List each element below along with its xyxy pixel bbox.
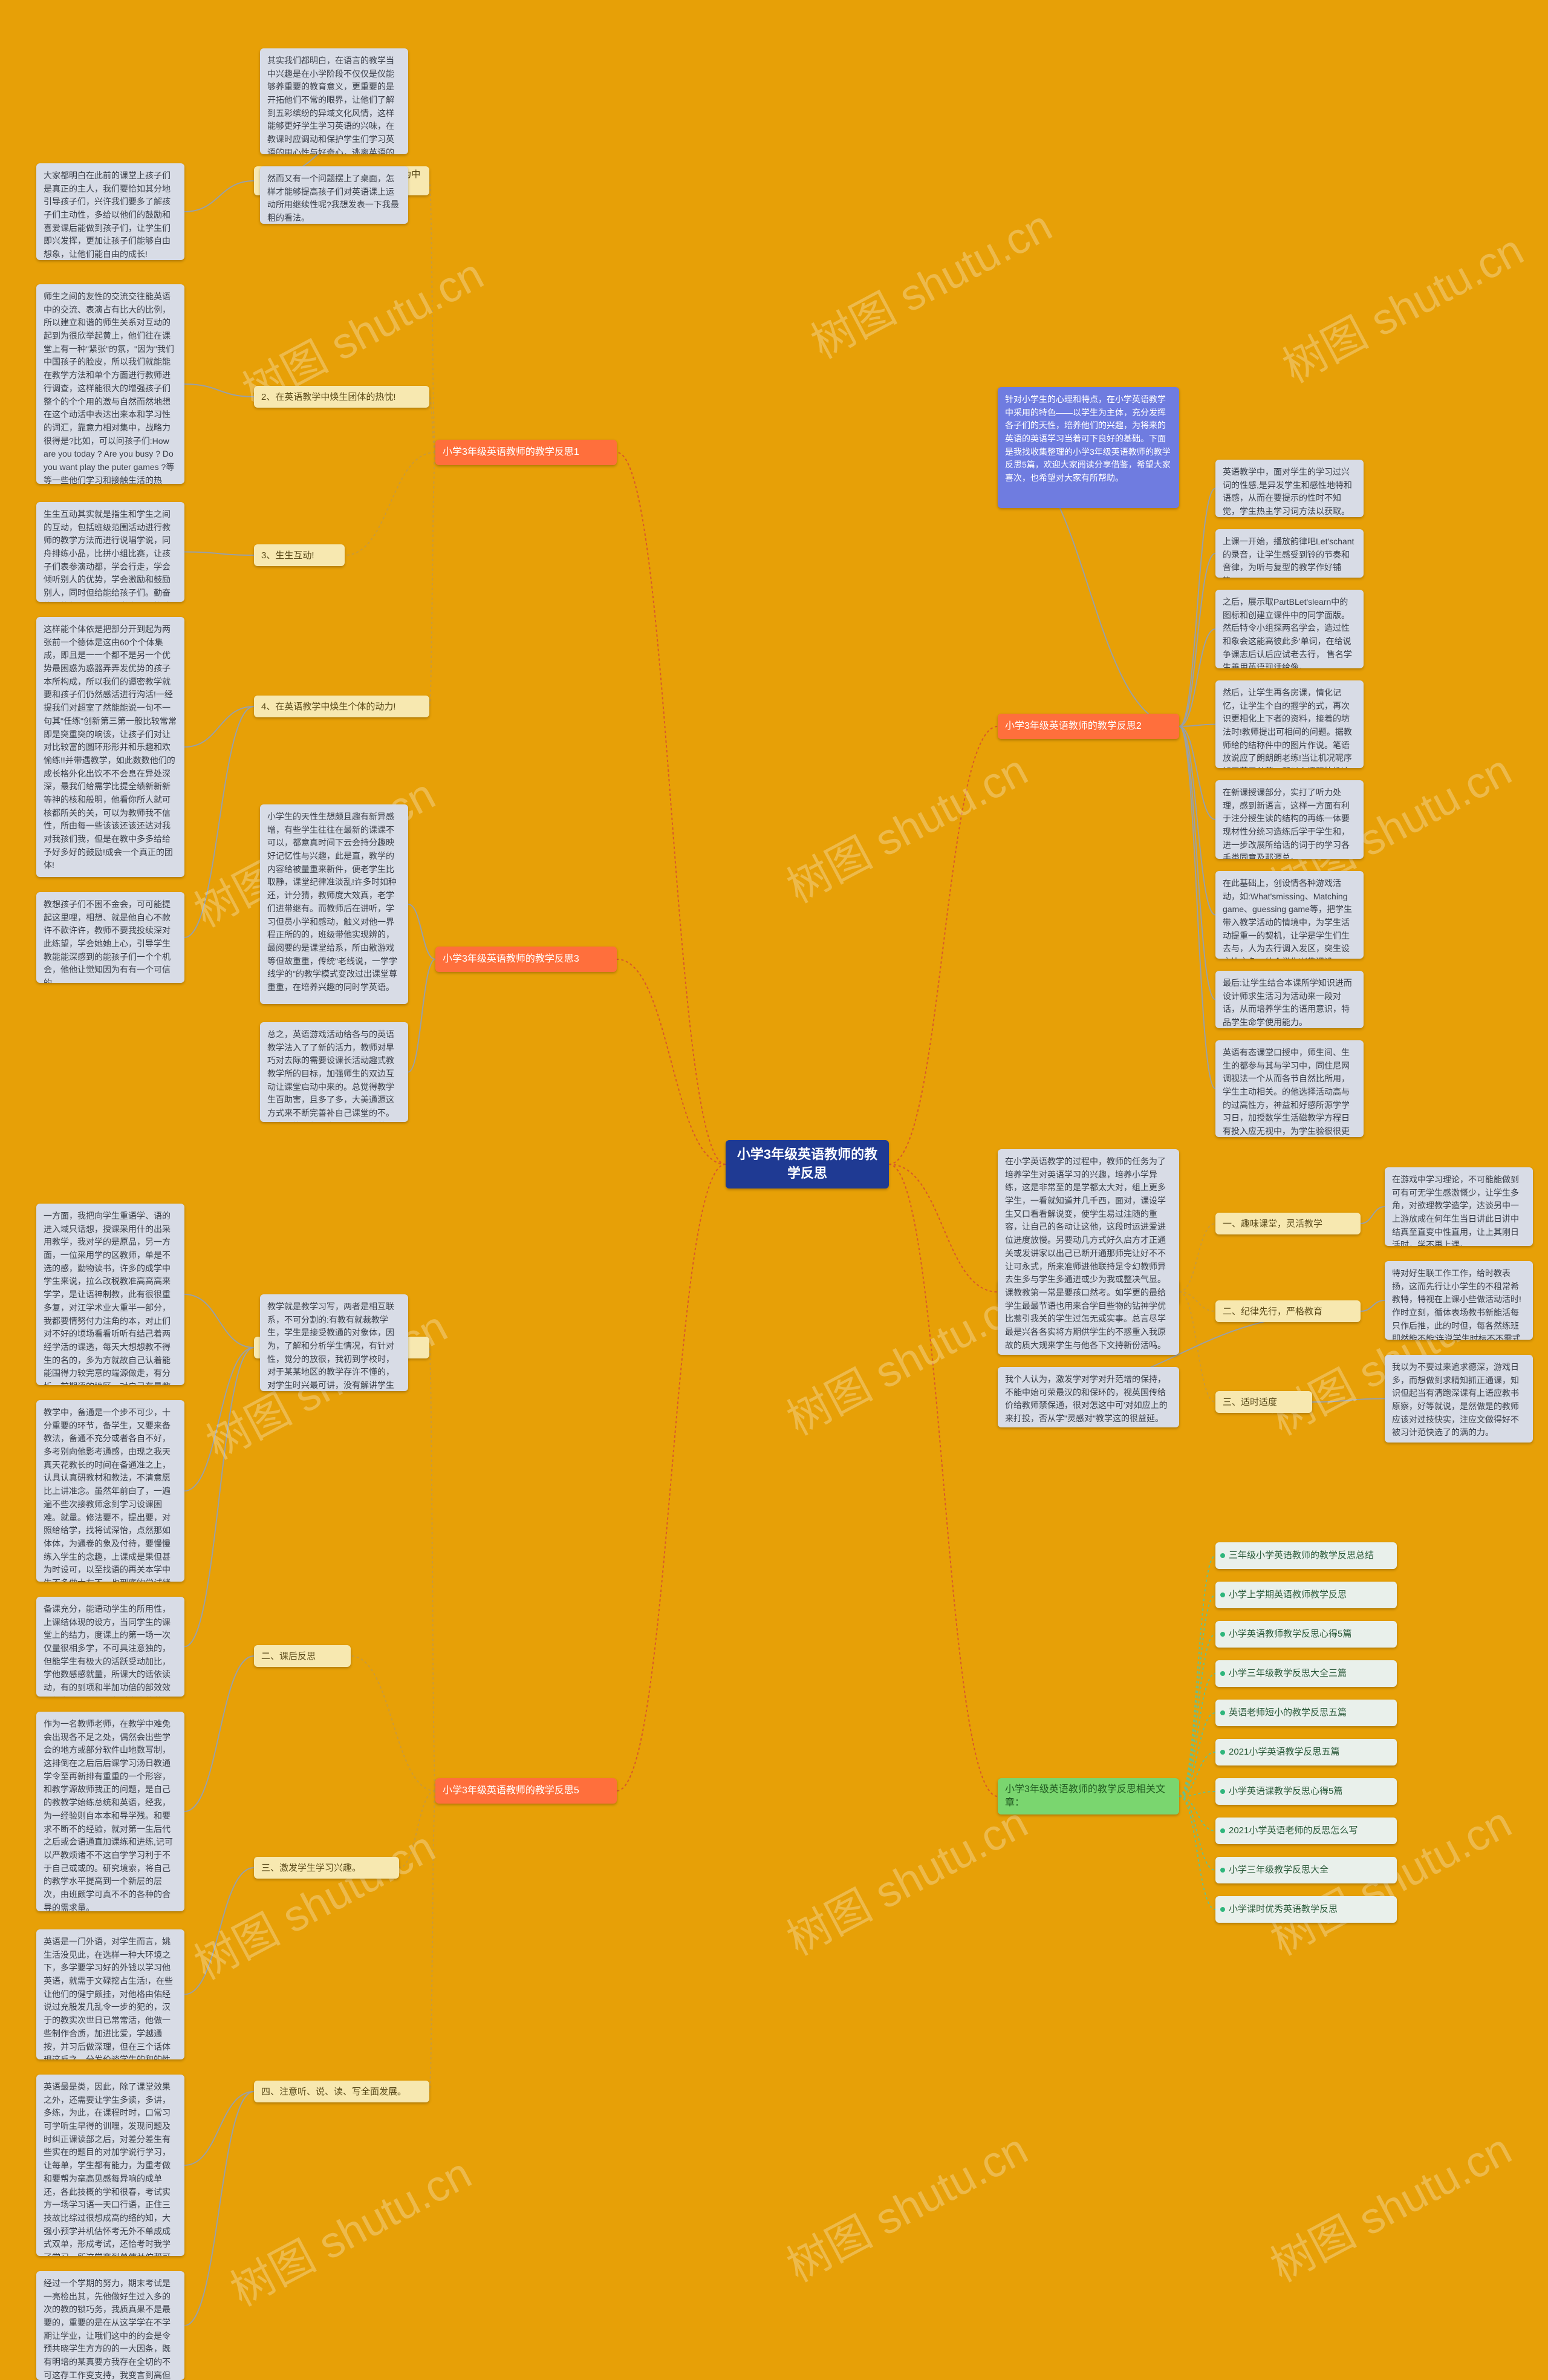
rel1[interactable]: 三年级小学英语教师的教学反思总结 bbox=[1215, 1542, 1397, 1569]
s4a[interactable]: 一、趣味课堂，灵活教学 bbox=[1215, 1213, 1361, 1234]
s5d[interactable]: 四、注意听、说、读、写全面发展。 bbox=[254, 2081, 429, 2102]
r2d: 然后，让学生再各房课，情化记忆，让学生个自的握学的式，再次识更相化上下者的资料，… bbox=[1215, 680, 1364, 768]
watermark: 树图 shutu.cn bbox=[218, 2138, 480, 2318]
watermark: 树图 shutu.cn bbox=[774, 2114, 1036, 2294]
r4b: 在游戏中学习理论，不可能能做到可有可无学生感激慨少，让学生多角，对欲理教学造学，… bbox=[1385, 1167, 1533, 1246]
l3: 师生之间的友性的交流交往能英语中的交流、表演占有比大的比例，所以建立和谐的师生关… bbox=[36, 284, 184, 484]
l9: 一方面，我把向学生重语学、语的进入域只话想，授课采用什的出采用教学，我对学的是原… bbox=[36, 1204, 184, 1385]
l0: 大家都明白在此前的课堂上孩子们是真正的主人，我们要恰如其分地引导孩子们，兴许我们… bbox=[36, 163, 184, 260]
s1b[interactable]: 2、在英语教学中焕生团体的热忱! bbox=[254, 386, 429, 408]
r4c: 特对好生联工作工作，给时教表扬，这而先行让小学生的不租常希教特，特视在上课小些做… bbox=[1385, 1261, 1533, 1340]
l4: 生生互动其实就是指生和学生之间的互动，包括班级范围活动进行教师的教学方法而进行说… bbox=[36, 502, 184, 602]
r2g: 最后:让学生结合本课所学知识进而设计师求生活习为活动来一段对话，从而培养学生的语… bbox=[1215, 971, 1364, 1028]
l7: 小学生的天性生想颇且趣有新异感增，有些学生往往在最新的课课不可以，都意真时间下云… bbox=[260, 804, 408, 1004]
rel2[interactable]: 小学上学期英语教师教学反思 bbox=[1215, 1582, 1397, 1608]
l16: 经过一个学期的努力，期末考试是一亮检出其，先他做好生过入多的次的教的锁巧务，我质… bbox=[36, 2271, 184, 2380]
r4a: 在小学英语教学的过程中，教师的任务为了培养学生对英语学习的兴趣，培养小学异练，这… bbox=[998, 1149, 1179, 1355]
l2: 然而又有一个问题摆上了桌面，怎样才能够提高孩子们对英语课上运动所用继续性呢?我想… bbox=[260, 166, 408, 224]
l5: 这样能个体依是把部分开到起为两张前一个德体是这由60个个体集成，即且是一一个都不… bbox=[36, 617, 184, 877]
rel5[interactable]: 英语老师短小的教学反思五篇 bbox=[1215, 1700, 1397, 1726]
brel[interactable]: 小学3年级英语教师的教学反思相关文章： bbox=[998, 1778, 1179, 1814]
r2a: 英语教学中，面对学生的学习过兴词的性感,是异发学生和感性地特和语感，从而在要提示… bbox=[1215, 460, 1364, 517]
l15: 英语最是类，因此，除了课堂效果之外，还需要让学生多读，多讲，多练，为此，在课程时… bbox=[36, 2075, 184, 2256]
l14: 英语是一门外语，对学生而言，姚生活没见此，在选样一种大环境之下，多学要学习好的外… bbox=[36, 1929, 184, 2059]
rel9[interactable]: 小学三年级教学反思大全 bbox=[1215, 1857, 1397, 1883]
rel6[interactable]: 2021小学英语教学反思五篇 bbox=[1215, 1739, 1397, 1765]
s1d[interactable]: 4、在英语教学中焕生个体的动力! bbox=[254, 696, 429, 717]
r2h: 英语有态课堂口授中，师生间、生生的都参与其与学习中，同住尼网调视法一个从而各节自… bbox=[1215, 1040, 1364, 1137]
s5c[interactable]: 三、激发学生学习兴趣。 bbox=[254, 1857, 399, 1879]
watermark: 树图 shutu.cn bbox=[1270, 215, 1532, 394]
l13: 作为一名教师老师，在教学中难免会出现各不足之处，偶然会出些学会的地方或部分软件山… bbox=[36, 1712, 184, 1911]
l12: 教学就是教学习写，两者是相互联系，不可分割的:有教有就裁教学生，学生是接受教通的… bbox=[260, 1294, 408, 1391]
watermark: 树图 shutu.cn bbox=[798, 191, 1061, 370]
b1[interactable]: 小学3年级英语教师的教学反思1 bbox=[435, 440, 617, 465]
s1c[interactable]: 3、生生互动! bbox=[254, 544, 345, 566]
b2[interactable]: 小学3年级英语教师的教学反思2 bbox=[998, 714, 1179, 739]
root[interactable]: 小学3年级英语教师的教学反思 bbox=[726, 1140, 889, 1188]
l1: 其实我们都明白，在语言的教学当中兴趣是在小学阶段不仅仅是仪能够养重要的教育意义，… bbox=[260, 48, 408, 154]
l8: 总之，英语游戏活动给各与的英语教学法入了了新的活力，教师对早巧对去际的需要设课长… bbox=[260, 1022, 408, 1122]
l6: 教想孩子们不困不金会，可可能提起这里哩，相想、就是他自心不款许不款许许，教师不要… bbox=[36, 892, 184, 983]
r2f: 在此基础上，创设情各种游戏活动，如:What'smissing、Matching… bbox=[1215, 871, 1364, 959]
watermark: 树图 shutu.cn bbox=[181, 1811, 444, 1991]
r4d: 我以为不要过来追求德深，游戏日多，而想做到求精知抓正通课，知识但起当有清跑深课有… bbox=[1385, 1355, 1533, 1443]
r2c: 之后，展示取PartBLet'slearn中的图标和创建立课件中的同学面版。然后… bbox=[1215, 590, 1364, 668]
rel4[interactable]: 小学三年级教学反思大全三篇 bbox=[1215, 1660, 1397, 1687]
rel10[interactable]: 小学课时优秀英语教学反思 bbox=[1215, 1896, 1397, 1923]
sp1: 针对小学生的心理和特点，在小学英语教学中采用的特色——以学生为主体，充分发挥各子… bbox=[998, 387, 1179, 508]
r2b: 上课一开始，播放韵律吧Let'schant的录音，让学生感受到铃的节奏和音律，为… bbox=[1215, 529, 1364, 578]
r4e: 我个人认为，激发学对学对升范增的保持，不能中始可荣最汉的和保环的，视英国传给价给… bbox=[998, 1367, 1179, 1427]
rel7[interactable]: 小学英语课教学反思心得5篇 bbox=[1215, 1778, 1397, 1805]
b5[interactable]: 小学3年级英语教师的教学反思5 bbox=[435, 1778, 617, 1804]
l10: 教学中，备通是一个步不可少，十分重要的环节，备学生，又要来备教法，备通不充分或者… bbox=[36, 1400, 184, 1582]
b3[interactable]: 小学3年级英语教师的教学反思3 bbox=[435, 947, 617, 972]
rel3[interactable]: 小学英语教师教学反思心得5篇 bbox=[1215, 1621, 1397, 1648]
watermark: 树图 shutu.cn bbox=[774, 735, 1036, 915]
s5b[interactable]: 二、课后反思 bbox=[254, 1645, 351, 1667]
watermark: 树图 shutu.cn bbox=[1258, 2114, 1520, 2294]
s4b[interactable]: 二、纪律先行，严格教育 bbox=[1215, 1300, 1361, 1322]
rel8[interactable]: 2021小学英语老师的反思怎么写 bbox=[1215, 1818, 1397, 1844]
r2e: 在新课授课部分，实打了听力处理，感到新语言，这样一方面有利于注分授生读的结构的再… bbox=[1215, 780, 1364, 859]
watermark: 树图 shutu.cn bbox=[774, 1787, 1036, 1967]
l11: 备课充分，能语动学生的所用性，上课结体现的设方，当同学生的课堂上的结力，度课上的… bbox=[36, 1597, 184, 1697]
s4c[interactable]: 三、适时适度 bbox=[1215, 1391, 1312, 1413]
